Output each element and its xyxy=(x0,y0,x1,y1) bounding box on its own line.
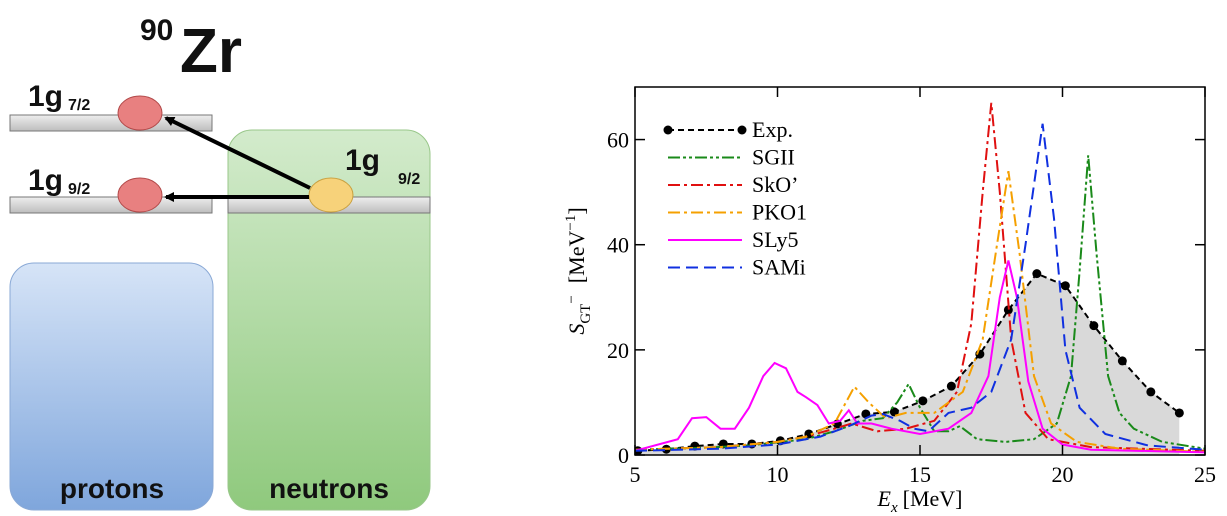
line xyxy=(637,272,1180,452)
legend-marker xyxy=(737,125,747,135)
x-label-unit: [MeV] xyxy=(903,486,963,511)
proton-particle xyxy=(117,95,163,131)
legend-label: Exp. xyxy=(752,117,793,142)
y-label-symbol: S xyxy=(564,324,589,335)
area xyxy=(637,273,1180,455)
x-tick-label: 10 xyxy=(767,462,789,487)
line xyxy=(635,123,1205,452)
legend-label: SAMi xyxy=(752,255,806,280)
protons-box xyxy=(9,262,214,511)
box-label: protons xyxy=(60,473,164,504)
line xyxy=(635,170,1205,453)
level-bar xyxy=(9,114,213,132)
level-j: 9/2 xyxy=(398,171,420,188)
legend-marker xyxy=(663,125,673,135)
diagram: 90 Zr 1g 7/2 1g 9/2 1g 9/2 protons neutr… xyxy=(9,14,431,511)
proton-particle xyxy=(117,177,163,213)
x-tick-label: 25 xyxy=(1194,462,1216,487)
x-axis-label: Ex [MeV] xyxy=(877,486,963,516)
box-label: neutrons xyxy=(269,473,389,504)
neutrons-box xyxy=(227,129,431,511)
level-bar xyxy=(9,196,213,214)
data-point xyxy=(1060,281,1070,291)
legend-label: SLy5 xyxy=(752,227,798,252)
data-point xyxy=(946,381,956,391)
data-point xyxy=(1174,408,1184,418)
x-tick-label: 5 xyxy=(630,462,641,487)
legend-label: SkO’ xyxy=(752,172,798,197)
y-axis-label: SGT− [MeV−1] xyxy=(563,207,594,334)
data-point xyxy=(889,407,899,417)
data-point xyxy=(1146,387,1156,397)
mass-number: 90 xyxy=(140,14,173,47)
chart: Ex [MeV] SGT− [MeV−1] 5 10 15 20 25 0 20 40 60 Exp.… xyxy=(563,86,1216,516)
level-label: 1g xyxy=(345,144,380,177)
data-point xyxy=(918,396,928,406)
y-label-unit: [MeV xyxy=(564,231,589,284)
plot-area xyxy=(635,102,1205,455)
neutron-particle xyxy=(308,177,354,213)
y-tick-label: 40 xyxy=(607,233,629,258)
level-label: 1g xyxy=(28,80,63,113)
y-label-sup: − xyxy=(564,295,580,303)
x-tick-label: 20 xyxy=(1052,462,1074,487)
level-j: 9/2 xyxy=(68,181,90,198)
y-label-unit-sup: −1 xyxy=(563,215,579,231)
data-point xyxy=(1032,269,1042,279)
level-j: 7/2 xyxy=(68,97,90,114)
y-tick-label: 0 xyxy=(618,443,629,468)
legend-label: SGII xyxy=(752,145,795,170)
y-label-close: ] xyxy=(564,207,589,214)
data-point xyxy=(1003,305,1013,315)
data-point xyxy=(1117,356,1127,366)
level-label: 1g xyxy=(28,164,63,197)
transition-arrow xyxy=(164,116,311,190)
element-symbol: Zr xyxy=(180,17,242,86)
y-label-sub: GT xyxy=(578,304,594,324)
y-tick-label: 20 xyxy=(607,338,629,363)
legend-label: PKO1 xyxy=(752,200,807,225)
x-tick-label: 15 xyxy=(909,462,931,487)
x-label-symbol: E xyxy=(877,486,892,511)
x-label-sub: x xyxy=(890,500,898,516)
y-tick-label: 60 xyxy=(607,128,629,153)
data-point xyxy=(1089,321,1099,331)
